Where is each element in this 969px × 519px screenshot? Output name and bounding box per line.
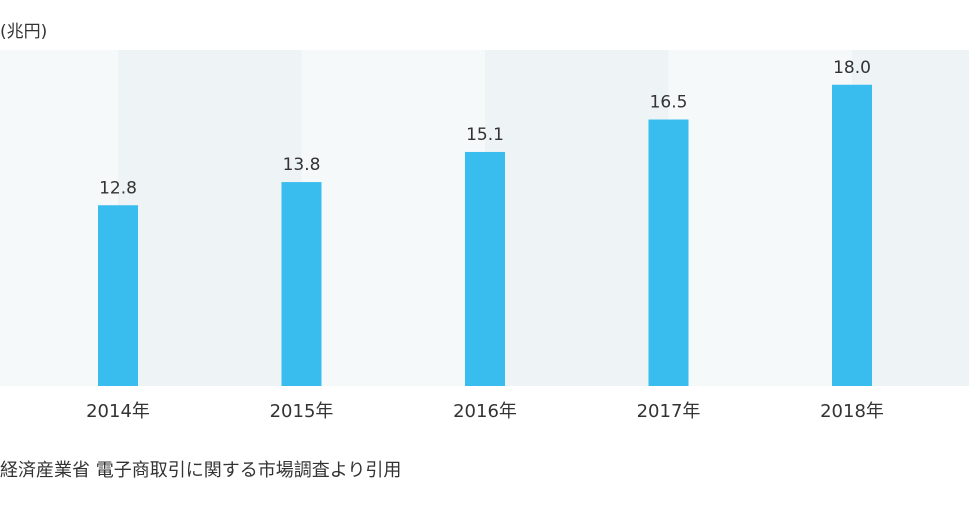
source-note: 経済産業省 電子商取引に関する市場調査より引用 bbox=[0, 460, 401, 481]
bar bbox=[98, 205, 138, 386]
x-tick-label: 2018年 bbox=[820, 401, 884, 422]
x-tick-label: 2017年 bbox=[637, 401, 701, 422]
value-label: 15.1 bbox=[466, 125, 504, 145]
value-label: 12.8 bbox=[99, 178, 137, 198]
value-label: 13.8 bbox=[283, 155, 321, 175]
bar bbox=[832, 84, 872, 387]
value-label: 16.5 bbox=[650, 93, 688, 113]
x-tick-label: 2015年 bbox=[270, 401, 334, 422]
bar bbox=[465, 151, 505, 386]
bar bbox=[648, 119, 689, 386]
value-label: 18.0 bbox=[833, 58, 871, 78]
unit-label: (兆円) bbox=[0, 22, 47, 42]
stripe bbox=[485, 50, 669, 386]
x-tick-label: 2016年 bbox=[453, 401, 517, 422]
stripe bbox=[301, 50, 485, 386]
background-stripes bbox=[0, 50, 969, 386]
x-tick-label: 2014年 bbox=[86, 401, 150, 422]
stripe bbox=[118, 50, 302, 386]
bar bbox=[281, 182, 322, 386]
stripe bbox=[668, 50, 852, 386]
